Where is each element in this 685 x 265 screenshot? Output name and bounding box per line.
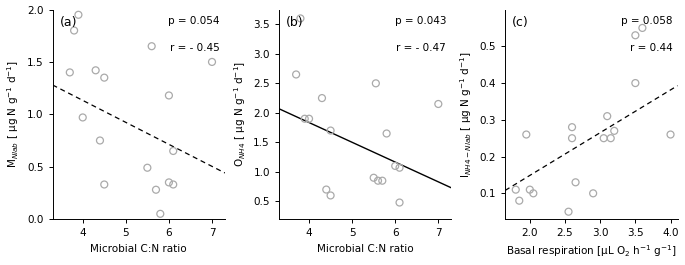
Point xyxy=(563,210,574,214)
Text: r = - 0.45: r = - 0.45 xyxy=(170,43,220,53)
Point xyxy=(146,44,157,48)
Point xyxy=(371,81,382,85)
Point xyxy=(598,136,609,140)
Point xyxy=(433,102,444,106)
Point xyxy=(528,191,539,196)
Point xyxy=(381,131,392,136)
Point xyxy=(373,179,384,183)
Point xyxy=(73,13,84,17)
Point xyxy=(637,26,648,30)
Point xyxy=(630,33,641,37)
Point xyxy=(325,193,336,198)
Text: r = 0.44: r = 0.44 xyxy=(630,43,673,53)
Point xyxy=(524,188,535,192)
Point xyxy=(68,28,79,33)
Point xyxy=(588,191,599,196)
Point xyxy=(321,187,332,192)
Text: r = - 0.47: r = - 0.47 xyxy=(397,43,446,53)
Point xyxy=(601,114,612,118)
Point xyxy=(77,115,88,120)
Point xyxy=(168,149,179,153)
Text: (b): (b) xyxy=(286,16,303,29)
Point xyxy=(299,117,310,121)
Point xyxy=(290,72,301,77)
Y-axis label: M$_{Nlab}$ [ μg N g$^{-1}$ d$^{-1}$]: M$_{Nlab}$ [ μg N g$^{-1}$ d$^{-1}$] xyxy=(5,60,21,168)
Point xyxy=(168,182,179,187)
Point xyxy=(303,117,314,121)
Text: (c): (c) xyxy=(512,16,529,29)
Point xyxy=(570,180,581,184)
Point xyxy=(151,188,162,192)
Point xyxy=(64,70,75,74)
Point xyxy=(295,16,306,20)
Text: p = 0.058: p = 0.058 xyxy=(621,16,673,26)
X-axis label: Microbial C:N ratio: Microbial C:N ratio xyxy=(90,244,187,254)
Point xyxy=(630,81,641,85)
Point xyxy=(164,93,175,98)
Point xyxy=(566,125,577,129)
Point xyxy=(95,138,105,143)
Point xyxy=(606,136,616,140)
Point xyxy=(90,68,101,72)
Point xyxy=(566,136,577,140)
Text: p = 0.054: p = 0.054 xyxy=(169,16,220,26)
Point xyxy=(325,129,336,133)
Y-axis label: I$_{NH4-Nlab}$ [ μg N g$^{-1}$ d$^{-1}$]: I$_{NH4-Nlab}$ [ μg N g$^{-1}$ d$^{-1}$] xyxy=(458,51,474,178)
Point xyxy=(609,129,620,133)
Point xyxy=(665,132,676,137)
Point xyxy=(206,60,217,64)
Point xyxy=(164,180,175,184)
Point xyxy=(99,182,110,187)
Point xyxy=(316,96,327,100)
Point xyxy=(521,132,532,137)
Point xyxy=(369,176,379,180)
Point xyxy=(514,198,525,203)
X-axis label: Basal respiration [μL O$_2$ h$^{-1}$ g$^{-1}$]: Basal respiration [μL O$_2$ h$^{-1}$ g$^… xyxy=(506,244,677,259)
Text: (a): (a) xyxy=(60,16,77,29)
Point xyxy=(510,188,521,192)
Text: p = 0.043: p = 0.043 xyxy=(395,16,446,26)
Point xyxy=(155,212,166,216)
Point xyxy=(142,166,153,170)
Y-axis label: O$_{NH4}$ [ μg N g$^{-1}$ d$^{-1}$]: O$_{NH4}$ [ μg N g$^{-1}$ d$^{-1}$] xyxy=(232,61,248,167)
Point xyxy=(394,166,405,170)
X-axis label: Microbial C:N ratio: Microbial C:N ratio xyxy=(316,244,413,254)
Point xyxy=(377,179,388,183)
Point xyxy=(390,164,401,168)
Point xyxy=(99,76,110,80)
Point xyxy=(394,200,405,205)
